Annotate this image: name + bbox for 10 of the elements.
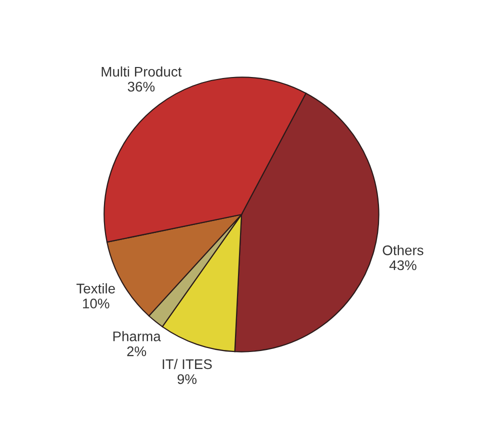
slice-label: IT/ ITES: [162, 358, 212, 370]
slice-label: Multi Product: [102, 66, 182, 77]
data-label: 9%: [178, 374, 197, 384]
data-label: 36%: [128, 82, 155, 92]
data-label: 2%: [127, 346, 146, 356]
slice-label: Textile: [76, 283, 115, 294]
data-label: 10%: [83, 298, 110, 308]
slice-label: Pharma: [113, 331, 161, 342]
slice-label: Others: [382, 245, 424, 256]
data-label: 43%: [389, 260, 416, 270]
